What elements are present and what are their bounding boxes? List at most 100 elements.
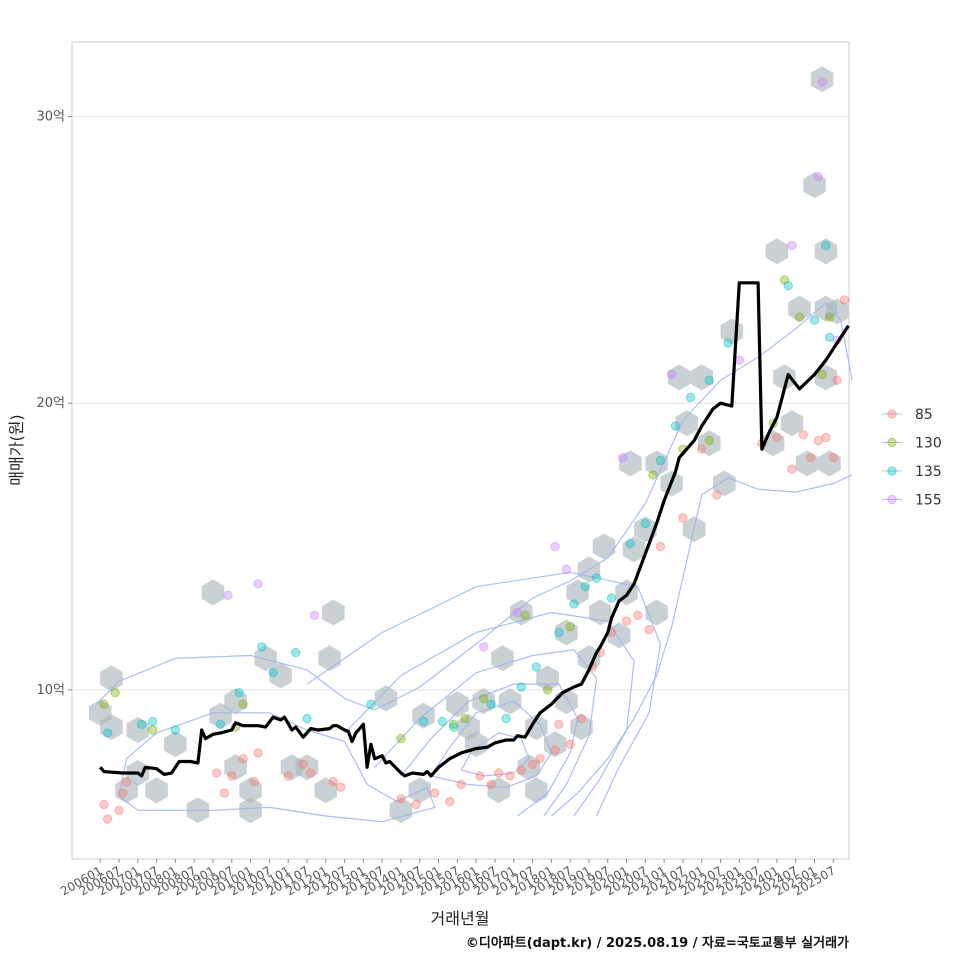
point-135 [809,315,820,325]
hexbin [389,797,413,824]
point-135 [366,699,376,709]
point-85 [118,788,128,798]
point-130 [648,470,658,480]
point-85 [505,771,515,781]
legend-key-point [887,409,897,419]
hexbin [322,599,345,626]
point-130 [565,622,575,632]
point-155 [479,642,489,652]
hexbin-layer [88,66,849,824]
point-135 [531,662,541,672]
hexbin [314,777,337,804]
plot-panel [71,41,850,860]
point-85 [554,719,564,729]
point-85 [806,453,816,463]
point-85 [103,814,113,824]
density-contour [430,700,552,788]
hexbin [645,450,668,477]
legend: 85 130 135 155 [882,407,942,509]
legend-key-point [887,494,897,505]
point-135 [268,668,278,678]
hexbin [619,450,642,477]
y-tick-label: 20억 [36,396,65,411]
y-tick-label: 30억 [36,110,65,125]
point-130 [148,725,158,735]
point-130 [824,312,835,322]
y-tick-label: 10억 [36,683,65,698]
hexbin [698,430,721,457]
hexbin [788,295,811,322]
legend-label-155: 155 [915,493,942,509]
hexbin [780,410,804,437]
point-135 [418,716,429,727]
hexbin [765,238,789,265]
point-85 [219,788,230,798]
point-85 [298,759,308,770]
point-155 [223,590,233,600]
hexbin [773,364,796,391]
point-130 [110,688,120,698]
point-85 [121,776,132,787]
point-85 [396,794,406,804]
point-85 [336,782,346,792]
point-130 [460,713,470,724]
point-155 [309,610,320,620]
hexbin [446,691,469,718]
point-85 [411,799,421,810]
hexbin [224,688,247,715]
point-85 [813,435,823,446]
point-85 [697,444,707,454]
point-85 [445,797,455,807]
point-155 [512,607,523,618]
median-line-layer [99,281,850,778]
hexbin [814,238,838,265]
hexbin [100,665,123,692]
hexbin [818,450,841,477]
hexbin [667,364,691,391]
density-contour [551,474,853,817]
point-85 [516,765,526,775]
point-85 [114,805,124,815]
point-135 [302,713,312,724]
hexbin [543,731,567,758]
point-85 [821,432,831,443]
point-130 [779,275,790,285]
legend-label-85: 85 [915,407,933,423]
legend-key-point [887,466,897,476]
density-contour [400,683,579,817]
point-135 [821,240,831,251]
hexbin [239,797,262,824]
point-85 [621,616,632,626]
hexbin [713,470,736,497]
point-135 [103,728,113,738]
point-130 [238,699,248,709]
point-135 [554,627,564,638]
point-85 [772,432,782,443]
point-135 [824,332,835,342]
density-contour [344,611,635,817]
point-85 [253,748,263,758]
point-85 [787,464,797,474]
density-contour [374,649,598,817]
point-85 [576,713,587,724]
point-130 [396,733,406,744]
point-85 [565,739,575,749]
hexbin [555,619,578,646]
hexbin [814,364,838,391]
point-135 [234,688,245,698]
point-130 [704,435,714,446]
point-85 [212,768,222,778]
point-135 [591,573,602,583]
point-85 [227,771,237,781]
point-130 [99,699,109,709]
hexbin [164,731,187,758]
point-85 [249,776,260,787]
point-135 [170,725,181,735]
point-85 [712,490,722,500]
hexbin [201,579,225,606]
hexbin [374,685,398,712]
point-135 [501,713,511,724]
legend-label-135: 135 [915,464,942,480]
hexbin [825,298,849,325]
